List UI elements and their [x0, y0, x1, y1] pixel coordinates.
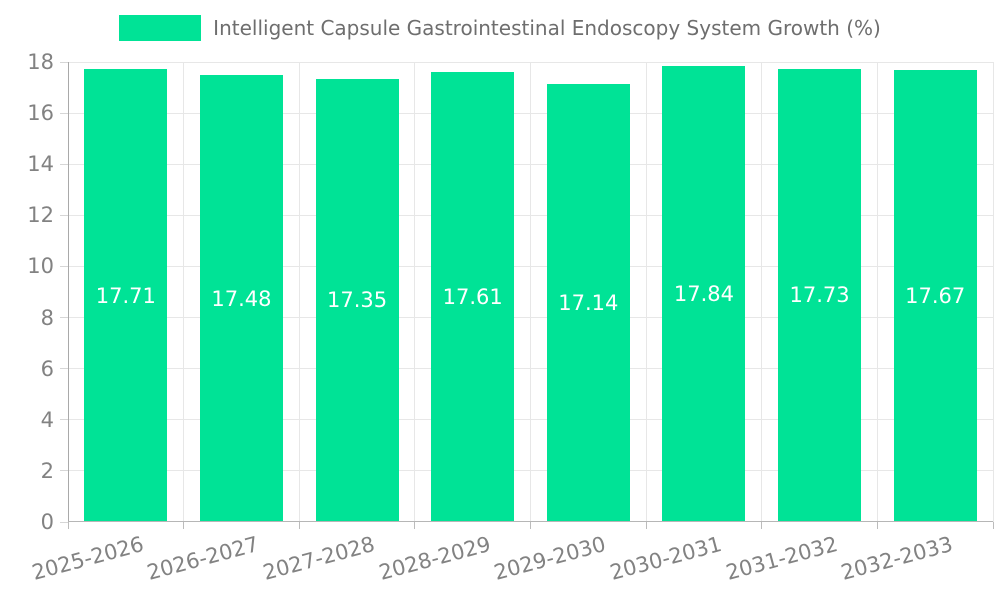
y-axis-tick-label: 18: [27, 50, 54, 74]
legend-label: Intelligent Capsule Gastrointestinal End…: [213, 16, 881, 40]
x-gridline: [414, 62, 416, 522]
y-axis-line: [68, 62, 69, 522]
y-axis-tick-label: 16: [27, 101, 54, 126]
x-gridline: [530, 62, 531, 522]
y-axis-tick: [60, 163, 68, 165]
bar[interactable]: [546, 83, 630, 521]
x-axis-tick: [183, 522, 185, 529]
x-axis-tick: [876, 522, 878, 529]
bar[interactable]: [199, 75, 283, 521]
x-gridline: [992, 62, 994, 522]
y-axis-tick: [60, 368, 68, 370]
plot-area: 0 2 4 6 8 10 12 14 16 18 17.71 2025-2026 17.48 2026-2…: [27, 50, 994, 585]
y-axis-tick-label: 4: [40, 407, 54, 432]
y-axis-tick-label: 12: [27, 203, 54, 228]
y-axis-tick: [60, 214, 68, 216]
y-axis-tick-label: 6: [40, 356, 54, 381]
y-axis-tick-label: 8: [40, 305, 54, 330]
y-axis-tick: [60, 265, 68, 267]
bar[interactable]: [662, 66, 746, 521]
x-axis-tick: [530, 522, 531, 529]
legend[interactable]: Intelligent Capsule Gastrointestinal End…: [0, 15, 1000, 41]
x-axis-line: [68, 521, 993, 522]
x-axis-tick: [645, 522, 647, 529]
bar[interactable]: [431, 71, 515, 521]
bar[interactable]: [315, 78, 399, 521]
bar[interactable]: [893, 70, 977, 521]
y-axis-tick: [60, 112, 68, 114]
x-axis-tick: [992, 522, 994, 529]
x-axis-tick: [414, 522, 416, 529]
x-gridline: [183, 62, 185, 522]
y-axis-tick-label: 14: [27, 152, 54, 177]
y-axis-tick: [60, 61, 68, 63]
y-axis-tick-label: 2: [40, 458, 54, 483]
bar[interactable]: [84, 69, 168, 521]
x-gridline: [876, 62, 878, 522]
y-axis-tick: [60, 317, 68, 319]
x-gridline: [761, 62, 763, 522]
y-axis-tick: [60, 521, 68, 523]
x-axis-tick: [298, 522, 300, 529]
y-axis-tick: [60, 470, 68, 472]
x-gridline: [298, 62, 300, 522]
x-gridline: [645, 62, 647, 522]
y-axis-tick-label: 0: [40, 510, 54, 534]
y-axis-tick: [60, 419, 68, 421]
x-axis-tick: [761, 522, 763, 529]
bar[interactable]: [778, 68, 862, 521]
x-axis-tick: [67, 522, 69, 529]
legend-swatch-icon: [119, 15, 202, 41]
y-axis-tick-label: 10: [27, 254, 54, 279]
